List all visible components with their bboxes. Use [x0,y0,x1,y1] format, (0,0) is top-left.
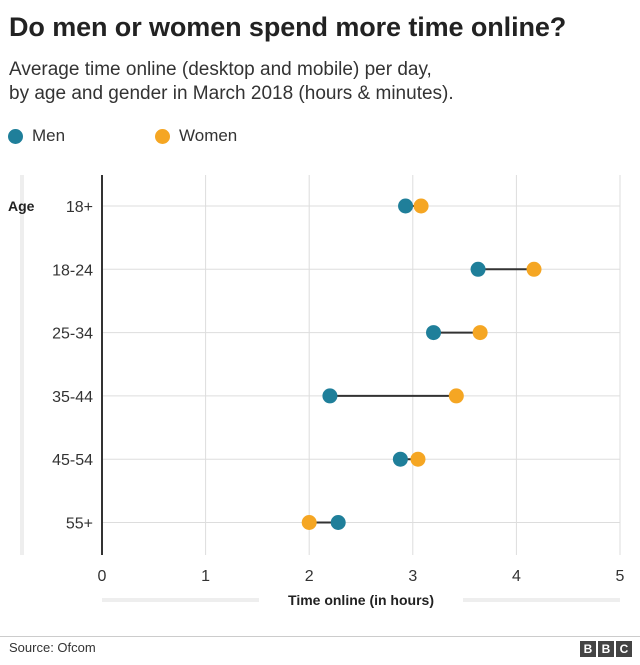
category-label: 18-24 [52,262,93,279]
chart-subtitle: Average time online (desktop and mobile)… [9,58,454,106]
xlabel-left-bar [102,598,259,602]
women-dot-icon [155,128,170,144]
left-accent-bar [20,175,24,555]
logo-letter: C [616,641,632,657]
category-label: 35-44 [52,389,93,406]
source-note: Source: Ofcom [9,640,96,655]
x-tick-label: 2 [305,568,314,585]
logo-letter: B [580,641,596,657]
x-tick-label: 0 [98,568,107,585]
category-label: 55+ [66,516,93,533]
x-tick-label: 1 [201,568,210,585]
logo-letter: B [598,641,614,657]
legend-item-women: Women [155,126,237,146]
women-point [410,451,426,467]
category-label: 18+ [66,199,93,216]
men-point [426,325,442,341]
x-tick-label: 5 [616,568,625,585]
men-point [330,515,346,530]
women-point [413,198,429,214]
legend-label-men: Men [32,126,66,145]
women-point [526,261,542,277]
men-point [470,261,486,277]
category-label: 45-54 [52,452,93,469]
men-point [398,198,414,214]
footer-divider [0,636,640,637]
men-dot-icon [8,128,23,144]
legend-item-men: Men [8,126,65,146]
legend-label-women: Women [179,126,238,145]
men-point [392,451,408,467]
chart-title: Do men or women spend more time online? [9,12,567,42]
men-point [322,388,338,404]
subtitle-line-1: Average time online (desktop and mobile)… [9,59,432,80]
x-tick-label: 3 [408,568,417,585]
legend: Men Women [0,126,640,150]
bbc-logo: B B C [580,641,632,657]
category-label: 25-34 [52,326,93,343]
x-axis-title: Time online (in hours) [288,592,434,608]
women-point [301,515,317,530]
x-tick-label: 4 [512,568,521,585]
y-axis-label: Age [8,198,35,214]
women-point [448,388,464,404]
subtitle-line-2: by age and gender in March 2018 (hours &… [9,83,454,104]
women-point [472,325,488,341]
xlabel-right-bar [463,598,620,602]
dumbbell-chart: 0 1 2 3 4 5 Age 18+ 18-24 25-34 35-44 45-54 55+ Time … [8,175,625,608]
